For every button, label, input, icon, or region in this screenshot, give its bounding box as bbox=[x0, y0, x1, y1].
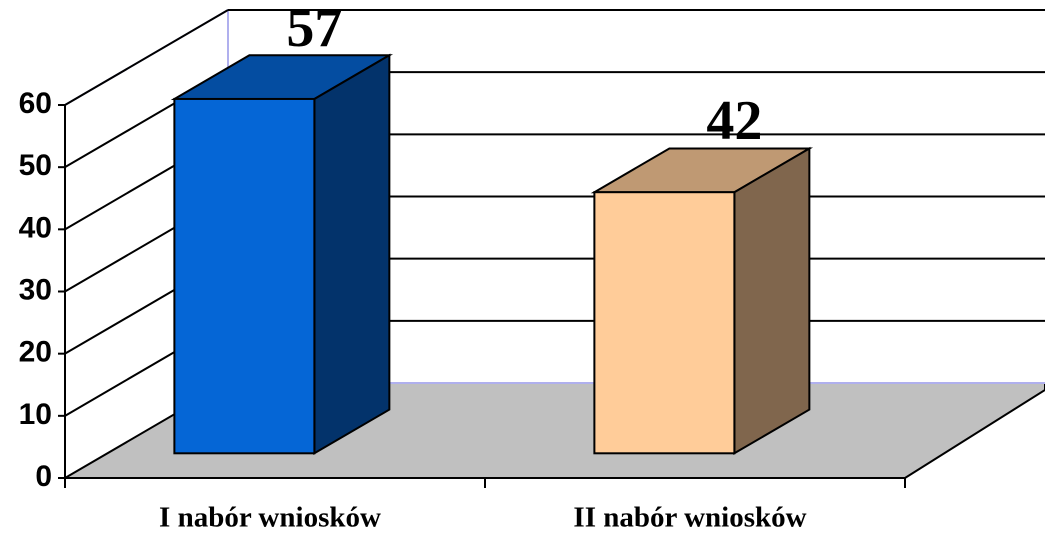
bar-side bbox=[313, 53, 391, 456]
grid-line bbox=[64, 9, 229, 106]
y-tick-label: 20 bbox=[19, 336, 52, 369]
y-tick-label: 0 bbox=[35, 460, 52, 493]
x-tick-label: I nabór wniosków bbox=[159, 502, 381, 533]
data-label: 42 bbox=[706, 90, 762, 152]
x-tick-label: II nabór wniosków bbox=[573, 502, 806, 533]
y-tick-label: 50 bbox=[19, 149, 52, 182]
bar-side bbox=[733, 146, 811, 456]
y-tick-label: 40 bbox=[19, 211, 52, 244]
bar bbox=[173, 97, 316, 455]
y-tick-label: 60 bbox=[19, 87, 52, 120]
y-tick-label: 30 bbox=[19, 273, 52, 306]
labels: 0 10 20 30 40 50 60 57 I nabór wniosków 42 II nabó… bbox=[19, 0, 807, 533]
bar bbox=[593, 191, 736, 455]
data-label: 57 bbox=[286, 0, 342, 59]
y-tick-label: 10 bbox=[19, 398, 52, 431]
bars bbox=[170, 53, 814, 456]
